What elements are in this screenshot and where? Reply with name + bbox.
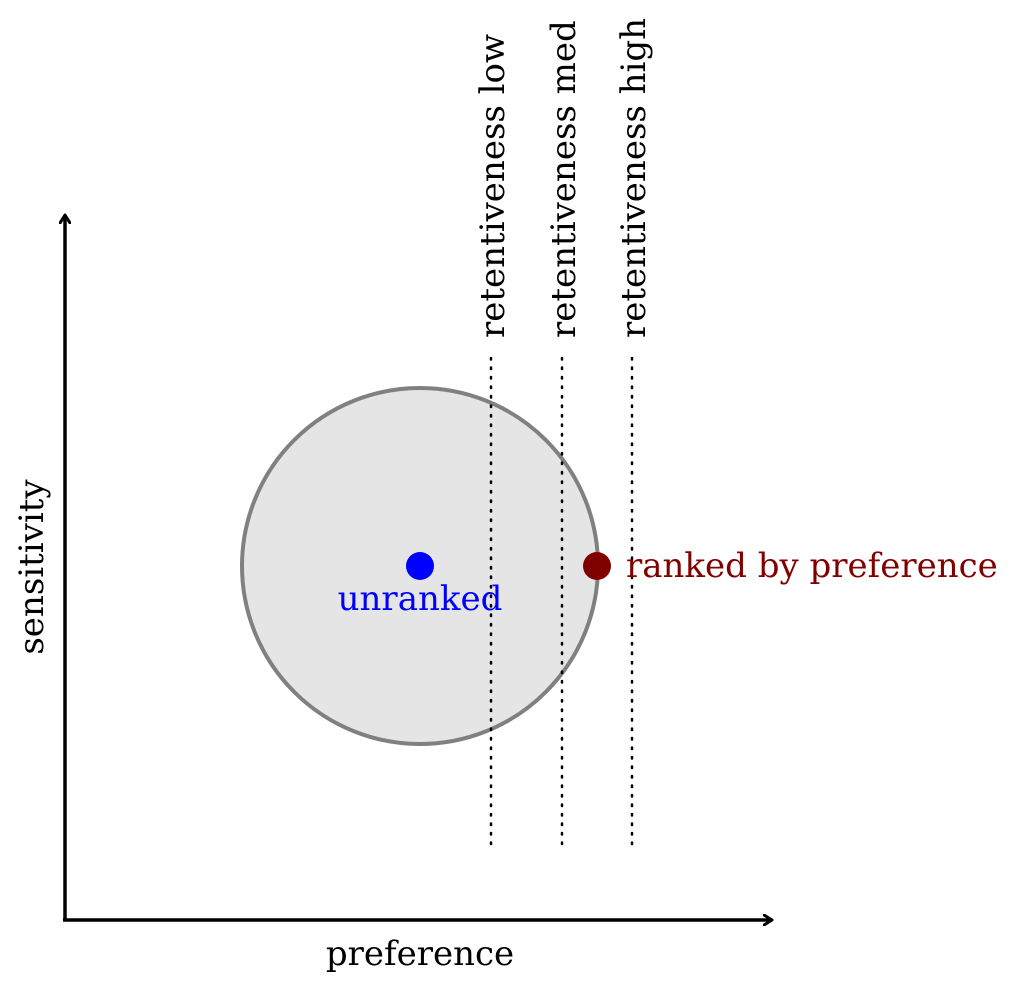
threshold-label-low: retentiveness low	[473, 34, 513, 338]
ranked-point	[583, 552, 611, 580]
ranked-label: ranked by preference	[626, 546, 998, 586]
x-axis-label: preference	[326, 934, 514, 974]
threshold-label-med: retentiveness med	[544, 20, 584, 338]
unranked-point	[406, 552, 434, 580]
unranked-label: unranked	[338, 579, 503, 619]
y-axis-label: sensitivity	[12, 479, 52, 655]
threshold-label-high: retentiveness high	[614, 18, 654, 338]
